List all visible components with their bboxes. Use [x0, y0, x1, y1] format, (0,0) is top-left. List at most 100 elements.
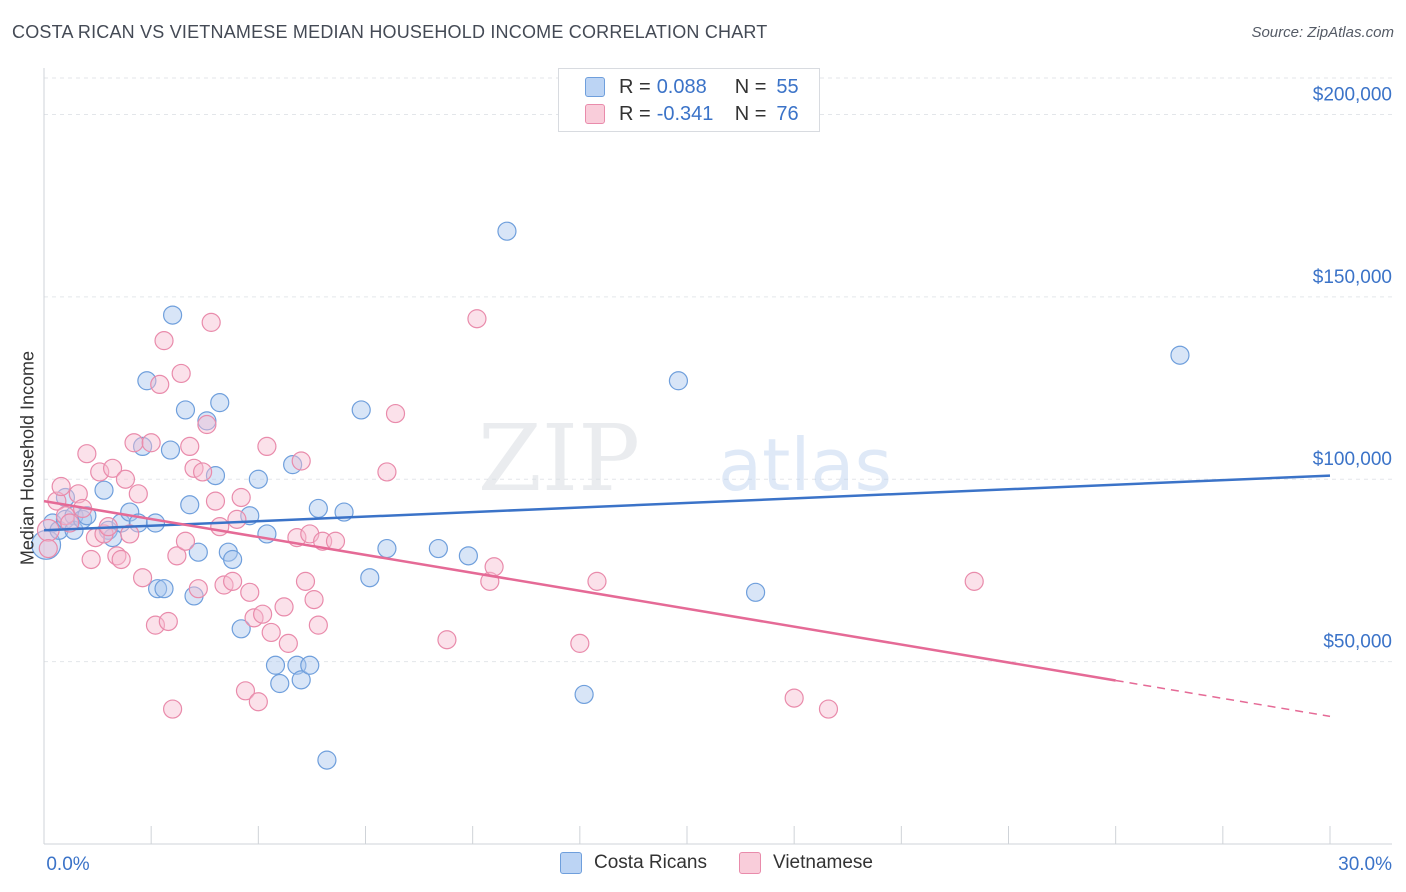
- legend-n-label: N =: [734, 75, 767, 98]
- vietnamese-point: [227, 509, 247, 529]
- vietnamese-point: [964, 571, 984, 591]
- vietnamese-point: [223, 571, 243, 591]
- vietnamese-point: [163, 699, 183, 719]
- vietnamese-point: [167, 546, 187, 566]
- legend-r-label: R =: [619, 75, 651, 98]
- trend-line-0: [43, 474, 1331, 532]
- vietnamese-point: [171, 363, 191, 384]
- vietnamese-point: [377, 462, 397, 482]
- y-tick-label: $200,000: [1313, 84, 1392, 105]
- chart-title: COSTA RICAN VS VIETNAMESE MEDIAN HOUSEHO…: [12, 22, 768, 42]
- vietnamese-point: [484, 557, 504, 577]
- costa-rican-point: [175, 400, 196, 420]
- vietnamese-point: [304, 590, 324, 610]
- points-layer: [31, 221, 1190, 770]
- vietnamese-point: [197, 414, 217, 435]
- vietnamese-point: [210, 517, 230, 537]
- vietnamese-point: [325, 531, 346, 551]
- costa-rican-point: [360, 568, 380, 588]
- costa-rican-point: [351, 400, 371, 420]
- vietnamese-point: [257, 436, 277, 457]
- vietnamese-point: [145, 615, 166, 635]
- costa-rican-point: [147, 579, 168, 599]
- costa-rican-point: [248, 469, 268, 489]
- legend-n-value: 55: [776, 75, 799, 98]
- legend-row-costa-ricans: R = 0.088 N = 55: [585, 74, 799, 100]
- vietnamese-point: [437, 630, 457, 650]
- watermark-zip: ZIP: [478, 405, 640, 512]
- costa-rican-point: [428, 538, 448, 559]
- x-tick-label-min: 0.0%: [46, 854, 89, 875]
- vietnamese-point: [235, 681, 256, 701]
- vietnamese-point: [467, 309, 487, 329]
- vietnamese-point: [587, 571, 607, 591]
- y-axis-label: Median Household Income: [17, 350, 38, 566]
- vietnamese-point: [38, 538, 58, 559]
- source-label: Source: ZipAtlas.com: [1251, 24, 1394, 41]
- vietnamese-point: [111, 549, 131, 570]
- costa-rican-point: [223, 549, 243, 570]
- trend-line-1: [43, 499, 1116, 682]
- costa-rican-point: [205, 465, 226, 486]
- stats-legend: R = 0.088 N = 55 R = -0.341 N = 76: [558, 68, 820, 132]
- vietnamese-point: [175, 531, 196, 551]
- costa-rican-point: [300, 655, 320, 675]
- costa-rican-point: [291, 670, 311, 690]
- legend-item-costa-ricans: Costa Ricans: [560, 852, 707, 874]
- legend-n-label: N =: [734, 102, 767, 125]
- vietnamese-point: [77, 444, 97, 464]
- legend-r-value: -0.341: [656, 102, 714, 125]
- vietnamese-point: [90, 462, 110, 482]
- watermark-atlas: atlas: [718, 423, 892, 507]
- costa-rican-point: [145, 513, 166, 533]
- vietnamese-point: [188, 579, 208, 599]
- vietnamese-point: [784, 688, 804, 708]
- tick-labels: $50,000 $100,000 $150,000 $200,000 0.0% 30.0%: [46, 84, 1392, 875]
- vietnamese-point: [180, 436, 200, 457]
- legend-label: Costa Ricans: [594, 852, 707, 873]
- y-tick-label: $150,000: [1313, 267, 1392, 288]
- x-tick-label-max: 30.0%: [1338, 854, 1392, 875]
- legend-row-vietnamese: R = -0.341 N = 76: [585, 101, 799, 127]
- series-legend: Costa Ricans Vietnamese: [560, 852, 905, 874]
- costa-rican-point: [317, 750, 337, 770]
- costa-rican-point: [188, 542, 208, 562]
- trend-layer: [43, 474, 1331, 718]
- vietnamese-point: [385, 403, 406, 424]
- costa-rican-point: [377, 538, 397, 559]
- vietnamese-point: [308, 615, 328, 635]
- vietnamese-point: [274, 597, 294, 617]
- vietnamese-point: [115, 469, 136, 489]
- vietnamese-point: [205, 491, 226, 511]
- vietnamese-point: [201, 312, 221, 332]
- legend-swatch-pink: [585, 104, 605, 124]
- vietnamese-point: [253, 604, 273, 624]
- vietnamese-point: [120, 524, 140, 544]
- vietnamese-point: [128, 484, 148, 504]
- grid-layer: [44, 77, 1394, 663]
- vietnamese-point: [248, 692, 268, 712]
- vietnamese-point: [231, 487, 251, 508]
- vietnamese-point: [818, 699, 839, 719]
- y-tick-label: $100,000: [1313, 449, 1392, 470]
- costa-rican-point: [745, 582, 766, 602]
- vietnamese-point: [102, 458, 123, 478]
- costa-rican-point: [137, 371, 157, 391]
- costa-rican-point: [180, 495, 200, 515]
- vietnamese-point: [291, 451, 311, 471]
- costa-rican-point: [308, 498, 328, 519]
- vietnamese-point: [141, 433, 161, 453]
- costa-rican-point: [265, 655, 286, 675]
- y-tick-label: $50,000: [1323, 632, 1392, 653]
- legend-swatch-pink: [739, 852, 761, 874]
- legend-r-value: 0.088: [656, 75, 707, 98]
- costa-rican-point: [160, 440, 181, 460]
- legend-r-label: R =: [619, 102, 651, 125]
- watermark: ZIP atlas: [478, 405, 892, 512]
- costa-rican-point: [1170, 345, 1190, 365]
- axis-layer: [43, 68, 1392, 845]
- trend-line-extrapolated-1: [1115, 679, 1331, 718]
- vietnamese-point: [150, 374, 170, 394]
- legend-swatch-blue: [560, 852, 582, 874]
- vietnamese-point: [240, 582, 260, 602]
